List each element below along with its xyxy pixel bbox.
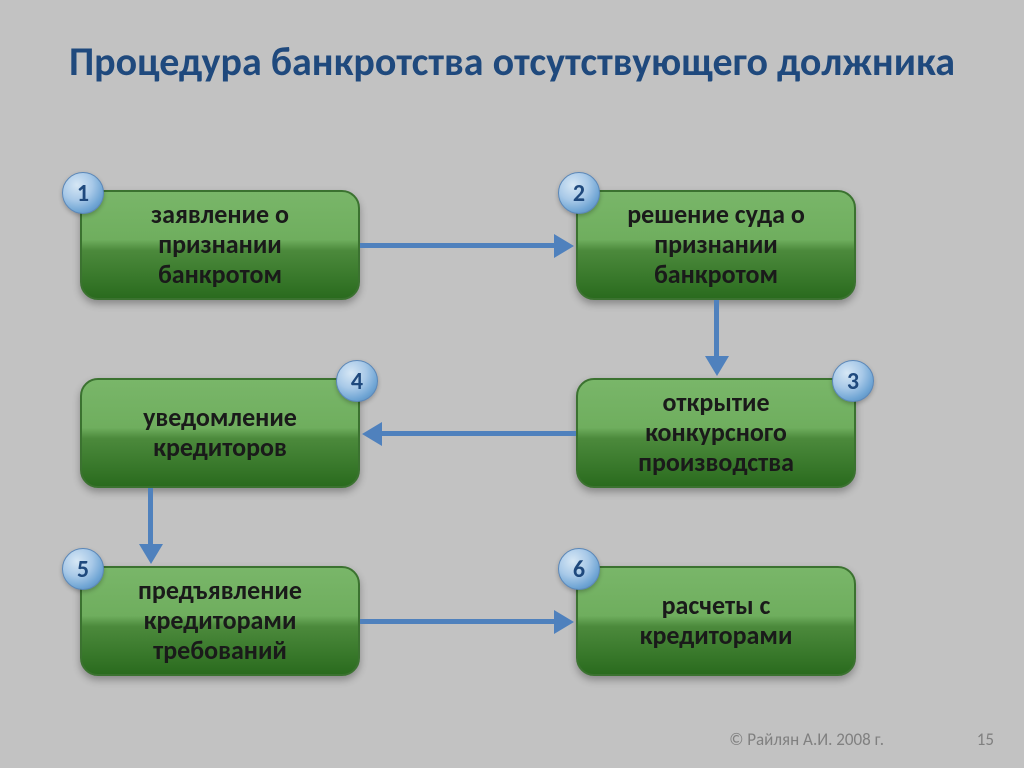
arrow-shaft <box>380 431 576 436</box>
step-number-badge: 5 <box>62 548 104 590</box>
step-number-badge: 1 <box>62 172 104 214</box>
arrow-shaft <box>148 488 153 546</box>
step-number-badge: 6 <box>558 548 600 590</box>
arrow-head-icon <box>705 356 729 376</box>
arrow-shaft <box>360 619 556 624</box>
arrow-shaft <box>360 243 556 248</box>
arrow-head-icon <box>139 544 163 564</box>
step-number-badge: 4 <box>336 360 378 402</box>
flowchart-node: расчеты с кредиторами <box>576 566 856 676</box>
flowchart-node: уведомление кредиторов <box>80 378 360 488</box>
flowchart-node: открытие конкурсного производства <box>576 378 856 488</box>
arrow-head-icon <box>554 610 574 634</box>
flowchart-node: решение суда о признании банкротом <box>576 190 856 300</box>
step-number-badge: 2 <box>558 172 600 214</box>
slide-number: 15 <box>977 729 994 750</box>
copyright-text: © Райлян А.И. 2008 г. <box>729 729 884 750</box>
step-number-badge: 3 <box>832 360 874 402</box>
flowchart-node: заявление о признании банкротом <box>80 190 360 300</box>
slide-title: Процедура банкротства отсутствующего дол… <box>0 38 1024 86</box>
arrow-shaft <box>714 300 719 358</box>
arrow-head-icon <box>362 422 382 446</box>
arrow-head-icon <box>554 234 574 258</box>
flowchart-node: предъявление кредиторами требований <box>80 566 360 676</box>
